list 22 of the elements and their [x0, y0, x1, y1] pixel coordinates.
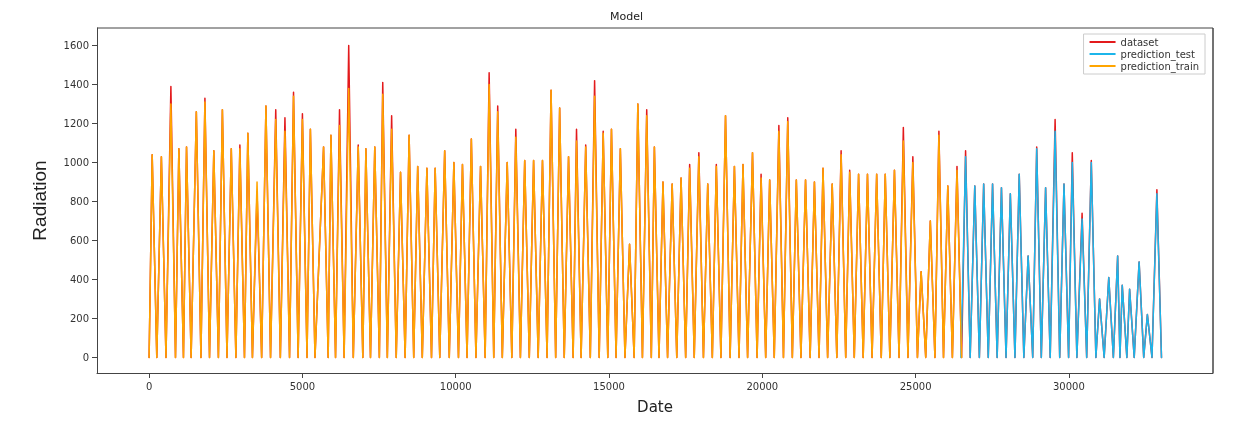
- legend-label: prediction_test: [1120, 48, 1196, 61]
- x-tick-label: 20000: [746, 380, 779, 392]
- x-tick-label: 5000: [289, 380, 316, 392]
- y-tick-label: 600: [69, 234, 89, 246]
- legend-label: prediction_train: [1120, 60, 1200, 73]
- x-tick-label: 10000: [439, 380, 472, 392]
- y-tick-label: 0: [82, 351, 89, 363]
- chart-title: Model: [609, 10, 644, 23]
- y-tick-label: 1200: [63, 118, 89, 130]
- y-tick-label: 800: [69, 195, 89, 207]
- y-tick-label: 1600: [63, 40, 89, 52]
- x-tick-label: 15000: [593, 380, 625, 392]
- legend-label: dataset: [1120, 36, 1159, 48]
- x-axis-title: Date: [637, 397, 673, 416]
- x-tick-label: 30000: [1052, 380, 1085, 392]
- y-tick-label: 400: [69, 273, 89, 285]
- y-axis-title: Radiation: [29, 160, 50, 241]
- y-tick-label: 1000: [63, 156, 89, 168]
- y-tick-label: 1400: [63, 79, 89, 91]
- y-tick-label: 200: [69, 312, 89, 324]
- x-tick-label: 25000: [899, 380, 932, 392]
- x-tick-label: 0: [145, 380, 153, 392]
